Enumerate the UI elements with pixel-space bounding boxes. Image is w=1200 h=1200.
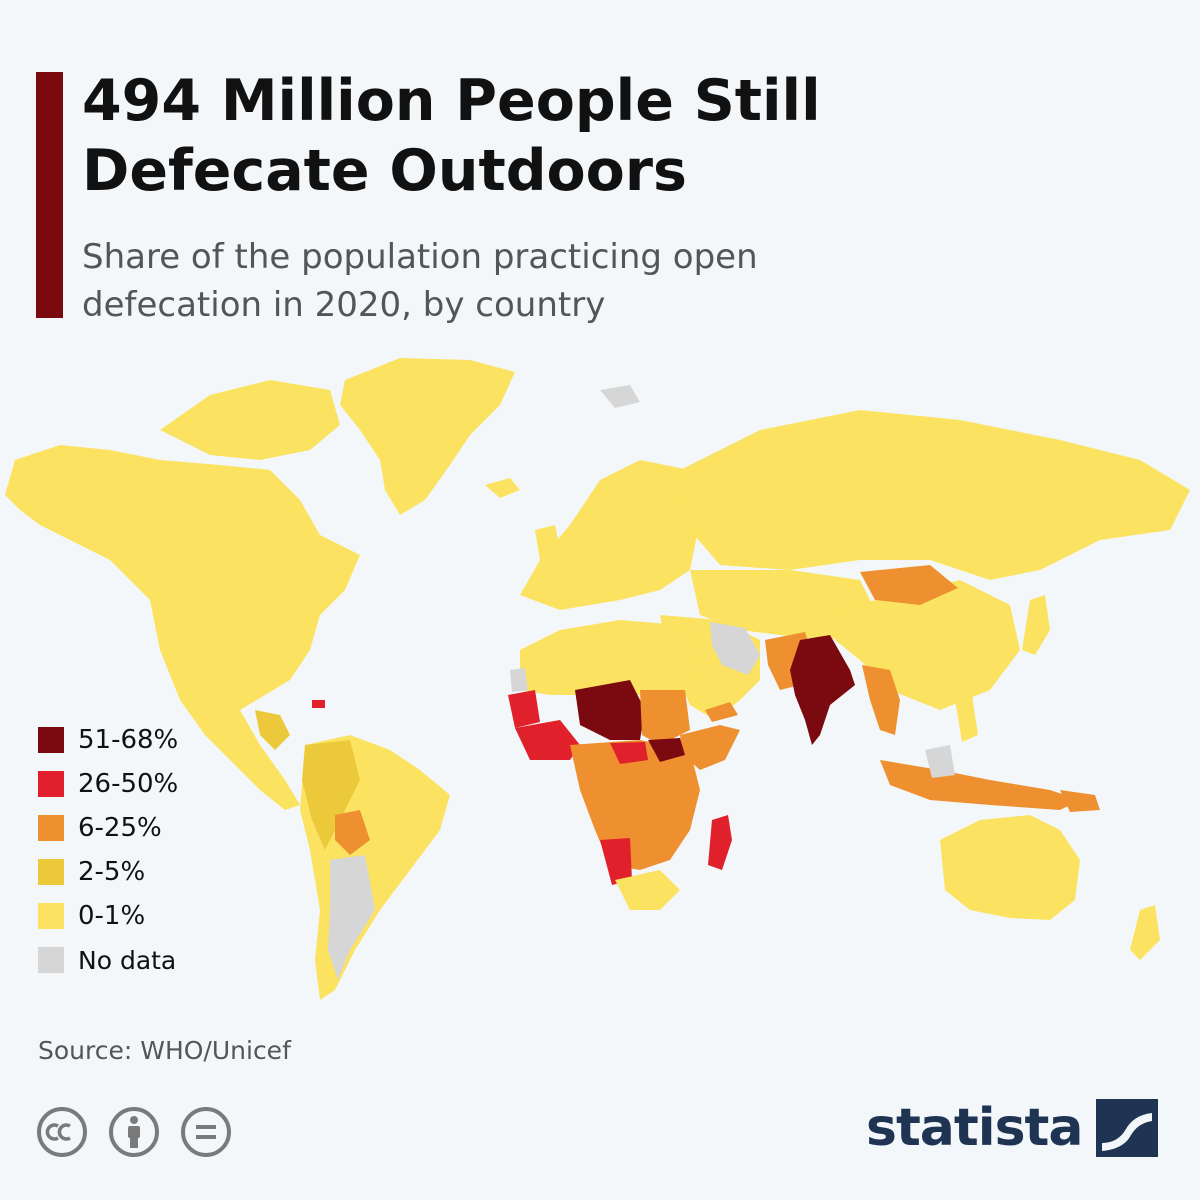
mongolia — [860, 565, 958, 605]
central-america — [255, 710, 290, 750]
license-icons — [36, 1106, 252, 1158]
legend-item: 2-5% — [38, 850, 178, 894]
bolivia — [335, 810, 370, 855]
argentina — [328, 855, 375, 980]
title-accent-bar — [36, 72, 63, 318]
borneo — [925, 745, 955, 778]
arctic-canada — [160, 380, 340, 460]
legend-label: 6-25% — [78, 813, 162, 843]
legend-swatch-2-5 — [38, 859, 64, 885]
legend-item: 0-1% — [38, 894, 178, 938]
australia — [940, 815, 1080, 920]
philippines — [955, 695, 978, 742]
page-subtitle: Share of the population practicing open … — [82, 237, 758, 325]
niger-chad — [575, 680, 645, 740]
legend-item: 26-50% — [38, 762, 178, 806]
haiti — [312, 700, 325, 708]
legend-swatch-26-50 — [38, 771, 64, 797]
southeast-asia-mainland — [862, 665, 900, 735]
legend-label: No data — [78, 945, 177, 975]
indonesia — [880, 760, 1080, 810]
west-africa — [515, 720, 580, 760]
southern-africa — [615, 870, 680, 910]
no-derivatives-icon[interactable] — [180, 1106, 232, 1158]
india — [790, 635, 855, 745]
source-note: Source: WHO/Unicef — [38, 1036, 291, 1065]
japan — [1022, 595, 1050, 655]
namibia — [600, 838, 632, 885]
madagascar — [708, 815, 732, 870]
yemen — [705, 702, 738, 722]
central-africa — [570, 740, 700, 870]
new-zealand — [1130, 905, 1160, 960]
statista-logo-icon — [1096, 1099, 1159, 1157]
creative-commons-icon[interactable] — [36, 1106, 88, 1158]
south-sudan — [648, 738, 685, 762]
legend-label: 0-1% — [78, 901, 146, 931]
legend-swatch-6-25 — [38, 815, 64, 841]
andes-region — [302, 740, 360, 850]
legend-swatch-51-68 — [38, 727, 64, 753]
europe — [520, 460, 700, 610]
svalbard — [600, 385, 640, 408]
western-sahara — [510, 668, 528, 692]
papua-new-guinea — [1060, 790, 1100, 812]
mauritania — [508, 690, 540, 728]
ethiopia-horn — [680, 725, 740, 770]
north-africa — [520, 620, 700, 695]
attribution-icon[interactable] — [108, 1106, 160, 1158]
map-legend: 51-68% 26-50% 6-25% 2-5% 0-1% No data — [38, 718, 178, 982]
legend-swatch-no-data — [38, 947, 64, 973]
legend-item: No data — [38, 938, 178, 982]
statista-brand[interactable]: statista — [866, 1098, 1159, 1158]
brand-name: statista — [866, 1098, 1083, 1158]
cameroon-car — [610, 742, 648, 764]
legend-swatch-0-1 — [38, 903, 64, 929]
north-america — [5, 445, 360, 810]
legend-item: 51-68% — [38, 718, 178, 762]
page-title: 494 Million People Still Defecate Outdoo… — [82, 68, 821, 204]
russia — [680, 410, 1190, 580]
iran — [710, 622, 760, 675]
sudan — [640, 690, 690, 745]
greenland — [340, 358, 515, 515]
iceland — [485, 478, 520, 498]
legend-label: 26-50% — [78, 769, 179, 799]
legend-label: 2-5% — [78, 857, 146, 887]
british-isles — [535, 525, 560, 560]
world-map — [5, 358, 1190, 1000]
legend-label: 51-68% — [78, 725, 179, 755]
legend-item: 6-25% — [38, 806, 178, 850]
